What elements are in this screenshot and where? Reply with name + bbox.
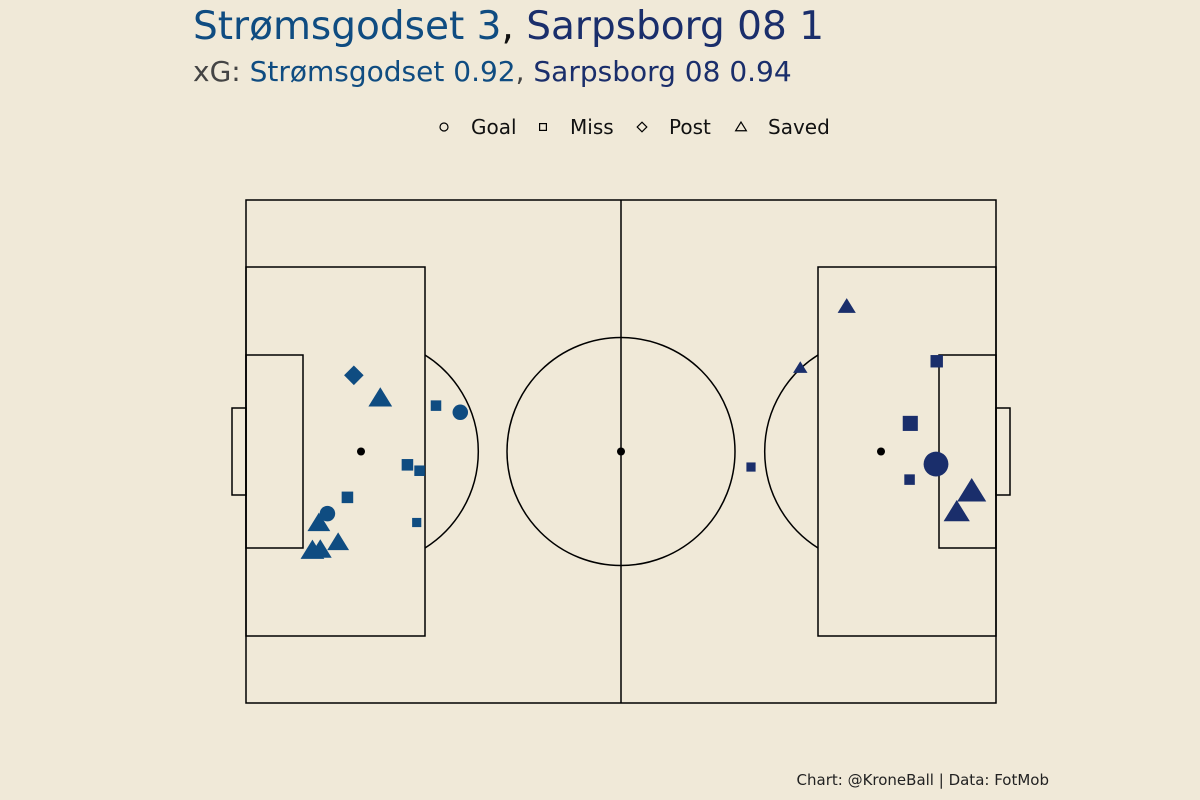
subtitle-xg-a: 0.92 bbox=[453, 55, 516, 88]
right-goal bbox=[995, 407, 1011, 496]
title-team-b: Sarpsborg 08 bbox=[526, 4, 787, 49]
chart-title: Strømsgodset 3, Sarpsborg 08 1 bbox=[193, 4, 824, 50]
shot-marker-away-triangle bbox=[837, 298, 856, 313]
shot-marker-away-triangle bbox=[957, 477, 987, 502]
shot-marker-home-triangle bbox=[307, 512, 331, 532]
shot-marker-away-square bbox=[904, 474, 915, 485]
subtitle-xg-b: 0.94 bbox=[729, 55, 792, 88]
shot-marker-home-circle bbox=[319, 505, 336, 522]
left-penalty-box bbox=[245, 266, 426, 637]
shot-marker-away-square bbox=[746, 462, 756, 472]
shot-marker-home-diamond bbox=[344, 365, 364, 386]
shot-marker-home-square bbox=[414, 465, 425, 476]
subtitle-prefix: xG: bbox=[193, 55, 241, 88]
chart-subtitle: xG: Strømsgodset 0.92, Sarpsborg 08 0.94 bbox=[193, 54, 792, 90]
title-score-b: 1 bbox=[799, 4, 825, 49]
legend-label-saved: Saved bbox=[768, 115, 830, 139]
shot-marker-home-square bbox=[341, 491, 354, 504]
chart-caption: Chart: @KroneBall | Data: FotMob bbox=[796, 771, 1049, 789]
title-team-a: Strømsgodset bbox=[193, 4, 465, 49]
left-goal bbox=[231, 407, 247, 496]
left-penalty-arc bbox=[424, 354, 480, 549]
shot-marker-away-triangle bbox=[793, 361, 808, 373]
shot-marker-away-square bbox=[930, 355, 943, 368]
right-penalty-spot bbox=[877, 447, 885, 456]
right-penalty-arc bbox=[763, 354, 819, 549]
shot-marker-home-square bbox=[412, 517, 422, 528]
legend-label-post: Post bbox=[669, 115, 711, 139]
legend-label-miss: Miss bbox=[570, 115, 614, 139]
shot-marker-away-square bbox=[902, 415, 918, 431]
legend-marker-post bbox=[636, 121, 648, 133]
shot-marker-home-square bbox=[430, 400, 442, 411]
shot-marker-home-square bbox=[401, 459, 414, 471]
title-separator: , bbox=[501, 4, 514, 49]
shots-layer bbox=[300, 298, 987, 559]
title-score-a: 3 bbox=[476, 4, 502, 49]
shot-marker-home-triangle bbox=[368, 387, 393, 407]
legend-marker-saved bbox=[734, 120, 748, 132]
shot-marker-home-triangle bbox=[327, 532, 350, 551]
shot-marker-home-circle bbox=[452, 404, 469, 421]
left-six-yard-box bbox=[245, 354, 304, 549]
football-pitch bbox=[231, 199, 1011, 704]
center-spot bbox=[617, 447, 625, 456]
shot-marker-home-triangle bbox=[308, 539, 332, 558]
shot-marker-away-circle bbox=[923, 451, 949, 477]
subtitle-team-a: Strømsgodset bbox=[249, 55, 445, 88]
left-penalty-spot bbox=[357, 447, 365, 456]
center-circle bbox=[506, 336, 736, 567]
subtitle-team-b: Sarpsborg 08 bbox=[533, 55, 721, 88]
shot-marker-away-triangle bbox=[943, 500, 970, 522]
legend-marker-miss bbox=[538, 122, 547, 131]
legend-label-goal: Goal bbox=[471, 115, 517, 139]
legend-marker-goal bbox=[439, 122, 449, 132]
right-penalty-box bbox=[817, 266, 997, 637]
subtitle-separator: , bbox=[515, 55, 525, 88]
chart-legend: Goal Miss Post Saved bbox=[439, 115, 830, 139]
